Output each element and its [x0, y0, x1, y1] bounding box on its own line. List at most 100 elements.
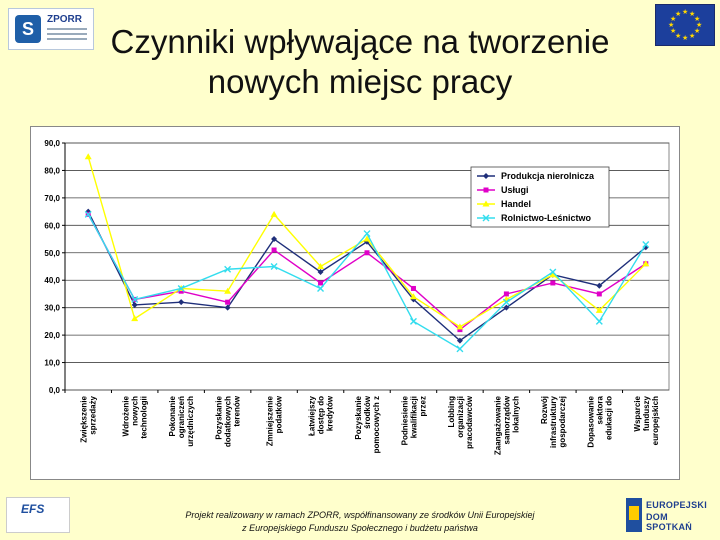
x-tick-label: sprzedaży — [89, 395, 98, 434]
y-tick-label: 30,0 — [44, 304, 60, 313]
page-title: Czynniki wpływające na tworzenie nowych … — [40, 22, 680, 102]
zporr-logo-mark: S — [15, 15, 41, 43]
y-tick-label: 50,0 — [44, 249, 60, 258]
data-point — [271, 247, 277, 253]
legend-box — [470, 166, 610, 228]
title-line-2: nowych miejsc pracy — [207, 63, 513, 100]
legend-label: Produkcja nierolnicza — [501, 171, 595, 181]
y-tick-label: 70,0 — [44, 194, 60, 203]
data-point — [595, 306, 603, 313]
data-point — [503, 291, 509, 297]
data-point — [642, 241, 650, 249]
data-point — [410, 285, 416, 291]
data-point — [131, 315, 139, 322]
data-point — [409, 317, 417, 325]
eu-flag-icon: ★ ★ ★ ★ ★ ★ ★ ★ ★ ★ ★ ★ — [655, 4, 715, 46]
zporr-logo-text: ZPORR — [47, 14, 82, 25]
data-point — [503, 304, 510, 311]
legend-label: Rolnictwo-Leśnictwo — [501, 213, 592, 223]
chart-container: 0,0 10,0 20,0 30,0 40,0 50,0 60,0 70,0 80,0 90,0 Z… — [30, 126, 680, 480]
data-point — [456, 345, 464, 353]
data-point — [409, 293, 417, 300]
x-tick-label: terenów — [233, 395, 242, 426]
x-tick-label: Zmniejszenie — [266, 395, 275, 446]
logo-text-1: EUROPEJSKI — [646, 500, 708, 510]
data-point — [178, 288, 184, 294]
data-point — [456, 337, 463, 344]
x-tick-label: Lobbing — [447, 396, 456, 428]
x-tick-label: Podniesienie — [400, 395, 409, 445]
x-tick-label: środków — [363, 395, 372, 429]
footer-line-1: Projekt realizowany w ramach ZPORR, wspó… — [185, 510, 535, 520]
data-point — [270, 210, 278, 217]
data-point — [456, 323, 464, 330]
x-tick-label: technologii — [140, 396, 149, 439]
x-tick-label: Wdrożenie — [122, 395, 131, 436]
x-tick-label: dodatkowych — [224, 396, 233, 447]
x-tick-label: kredytów — [326, 395, 335, 431]
y-tick-label: 40,0 — [44, 276, 60, 285]
legend-label: Usługi — [501, 185, 529, 195]
data-point — [596, 282, 603, 289]
title-line-1: Czynniki wpływające na tworzenie — [110, 23, 610, 60]
data-point — [317, 284, 325, 292]
data-point — [595, 317, 603, 325]
footer-line-2: z Europejskiego Funduszu Społecznego i b… — [242, 523, 478, 533]
x-tick-label: Zaangażowanie — [493, 395, 502, 455]
x-tick-label: pomocowych z — [372, 396, 381, 453]
y-tick-label: 90,0 — [44, 139, 60, 148]
x-tick-label: europejskich — [651, 396, 660, 445]
x-tick-label: przez — [418, 396, 427, 416]
data-point — [550, 280, 556, 286]
data-point — [642, 244, 649, 251]
data-point — [177, 284, 185, 292]
legend-marker — [483, 187, 489, 193]
data-point — [225, 299, 231, 305]
x-tick-label: kwalifikacji — [409, 396, 418, 438]
x-tick-label: sektora — [595, 395, 604, 424]
data-point — [502, 298, 510, 306]
data-point — [224, 265, 232, 273]
y-tick-label: 10,0 — [44, 359, 60, 368]
x-tick-label: Rozwój — [540, 396, 549, 424]
data-point — [131, 301, 138, 308]
data-point — [317, 263, 325, 269]
data-point — [131, 295, 139, 303]
data-point — [84, 153, 92, 160]
legend-marker — [483, 173, 489, 179]
efs-logo: EFS — [6, 497, 70, 533]
x-tick-label: podatków — [275, 395, 284, 433]
data-point — [271, 236, 278, 243]
data-point — [318, 280, 324, 286]
data-point — [549, 268, 557, 276]
efs-logo-text: EFS — [21, 502, 45, 516]
x-tick-label: nowych — [131, 396, 140, 426]
data-point — [224, 287, 232, 294]
x-tick-label: edukacji do — [604, 396, 613, 440]
x-tick-label: infrastruktury — [549, 395, 558, 448]
logo-text-2: DOM SPOTKAŃ — [646, 512, 693, 532]
zporr-logo-lines — [47, 28, 87, 43]
x-tick-label: Wsparcie — [633, 395, 642, 431]
data-point — [363, 230, 371, 238]
data-point — [549, 271, 557, 278]
data-point — [364, 250, 370, 256]
x-tick-label: pracodawców — [465, 395, 474, 449]
x-tick-label: Pozyskanie — [354, 395, 363, 439]
europejski-dom-spotkan-logo: EUROPEJSKI DOM SPOTKAŃ — [626, 496, 716, 536]
data-point — [178, 299, 185, 306]
logo-symbol-accent — [629, 506, 639, 520]
x-tick-label: organizacji — [456, 396, 465, 438]
data-point — [317, 268, 324, 275]
data-point — [363, 235, 371, 242]
x-tick-label: Zwiększenie — [80, 395, 89, 442]
x-tick-label: funduszy — [642, 395, 651, 431]
x-tick-label: Pokonanie — [168, 395, 177, 436]
data-point — [84, 210, 92, 218]
zporr-logo: S ZPORR — [8, 8, 94, 50]
footer-text: Projekt realizowany w ramach ZPORR, wspó… — [160, 509, 560, 535]
data-point — [642, 260, 650, 267]
x-tick-label: ograniczeń — [177, 396, 186, 438]
data-point — [596, 291, 602, 297]
data-point — [270, 263, 278, 270]
